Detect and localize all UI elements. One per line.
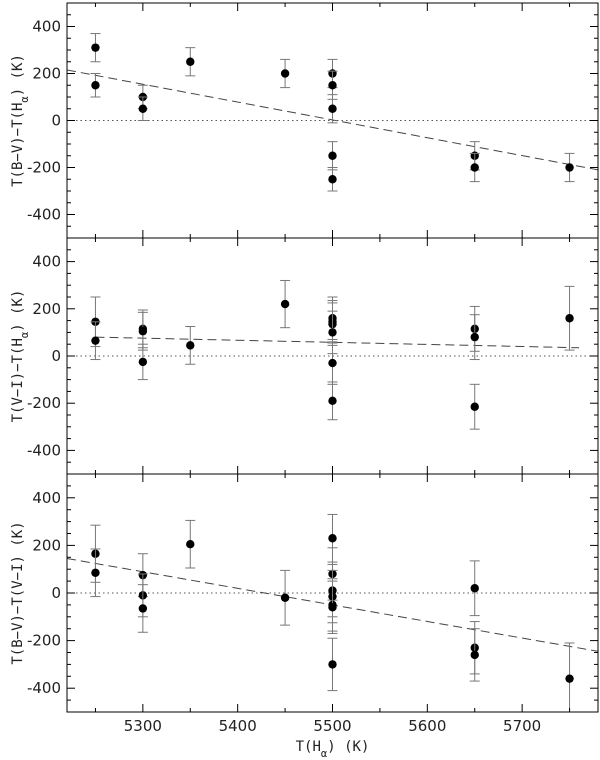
data-point bbox=[565, 674, 574, 683]
y-axis-label: T(B−V)−T(Hα) (K) bbox=[10, 54, 31, 187]
data-point bbox=[138, 357, 148, 367]
data-point bbox=[328, 534, 337, 543]
x-tick-label: 5600 bbox=[408, 717, 446, 735]
data-point bbox=[470, 402, 479, 411]
y-tick-label: 400 bbox=[32, 253, 61, 271]
y-tick-label: 400 bbox=[32, 489, 61, 507]
y-tick-label: 0 bbox=[51, 112, 61, 130]
y-axis-label: T(B−V)−T(V−I) (K) bbox=[10, 521, 26, 664]
x-tick-label: 5300 bbox=[124, 717, 162, 735]
panel-plot-area bbox=[67, 33, 598, 192]
y-tick-label: -400 bbox=[27, 679, 61, 697]
data-point bbox=[280, 593, 290, 602]
data-point bbox=[280, 299, 290, 309]
data-point bbox=[138, 104, 148, 113]
data-point bbox=[328, 660, 337, 669]
y-tick-label: 0 bbox=[51, 584, 61, 602]
data-point bbox=[186, 57, 195, 66]
data-point bbox=[138, 604, 148, 613]
data-point bbox=[328, 81, 337, 90]
y-tick-label: -200 bbox=[27, 159, 61, 177]
data-point bbox=[91, 568, 100, 577]
fit-line bbox=[95, 336, 580, 349]
data-point bbox=[470, 332, 479, 342]
data-point bbox=[470, 584, 479, 593]
data-point bbox=[328, 175, 337, 184]
y-tick-label: -200 bbox=[27, 632, 61, 650]
data-point bbox=[138, 327, 148, 336]
data-point bbox=[328, 358, 337, 368]
y-tick-label: -400 bbox=[27, 206, 61, 224]
panel-3: -400 -200 0 200 400 T(B−V)−T(V−I) (K) bbox=[10, 473, 599, 713]
data-point bbox=[565, 314, 574, 323]
y-tick-label: 0 bbox=[51, 347, 61, 365]
data-point bbox=[328, 151, 337, 160]
y-tick-label: 400 bbox=[32, 18, 61, 36]
data-point bbox=[328, 104, 337, 113]
panel-2: -400 -200 0 200 400 T(V−I)−T(Hα) (K) bbox=[10, 237, 599, 475]
y-tick-label: 200 bbox=[32, 300, 61, 318]
data-point bbox=[328, 603, 337, 612]
data-point bbox=[565, 163, 574, 172]
data-point bbox=[328, 396, 337, 406]
data-point bbox=[470, 650, 479, 660]
data-point bbox=[328, 328, 337, 337]
data-point bbox=[186, 540, 195, 549]
data-point bbox=[186, 341, 195, 350]
panel-plot-area bbox=[67, 279, 598, 430]
y-axis-label: T(V−I)−T(Hα) (K) bbox=[10, 290, 31, 423]
data-point bbox=[91, 43, 100, 52]
x-axis-label: T(Hα) (K) bbox=[296, 739, 370, 760]
data-point bbox=[280, 69, 290, 78]
y-tick-label: 200 bbox=[32, 65, 61, 83]
y-tick-label: -200 bbox=[27, 394, 61, 412]
data-point bbox=[91, 81, 100, 90]
x-tick-label: 5500 bbox=[313, 717, 351, 735]
data-point bbox=[470, 163, 479, 172]
x-tick-label: 5700 bbox=[503, 717, 541, 735]
x-tick-label: 5400 bbox=[219, 717, 257, 735]
data-point bbox=[91, 336, 100, 345]
y-tick-label: 200 bbox=[32, 536, 61, 554]
y-tick-label: -400 bbox=[27, 441, 61, 459]
panel-plot-area bbox=[67, 513, 598, 712]
